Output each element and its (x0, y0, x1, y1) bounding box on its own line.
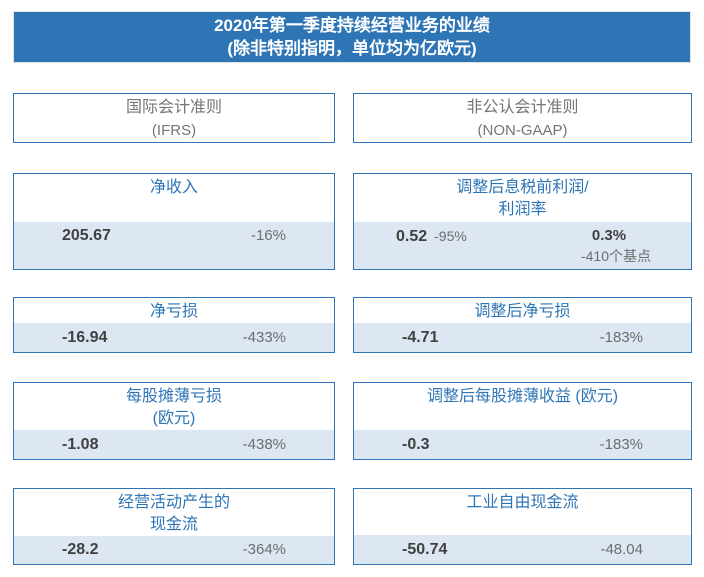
column-header-nongaap: 非公认会计准则 (NON-GAAP) (353, 93, 692, 143)
metric-title: 调整后每股摊薄收益 (欧元) (426, 388, 619, 405)
nongaap-header-title: 非公认会计准则 (466, 99, 579, 116)
metric-margin: 0.3% (591, 227, 627, 244)
metric-row-1: 净收入 205.67 -16% 调整后息税前利润/ 利润率 0.52 -95% … (13, 173, 692, 270)
metric-title: 调整后净亏损 (474, 303, 571, 320)
metric-value: -4.71 (402, 328, 439, 346)
value-band: -16.94 -433% (14, 323, 334, 352)
slide-title-bar: 2020年第一季度持续经营业务的业绩 (除非特别指明，单位均为亿欧元) (14, 12, 690, 62)
ifrs-header-subtitle: (IFRS) (151, 122, 197, 139)
value-band: 0.52 -95% 0.3% -410个基点 (354, 222, 691, 269)
slide-title-line2: (除非特别指明，单位均为亿欧元) (227, 39, 477, 58)
nongaap-header-subtitle: (NON-GAAP) (477, 122, 568, 139)
value-band: 205.67 -16% (14, 222, 334, 269)
metric-value: -0.3 (402, 435, 430, 453)
value-band: -28.2 -364% (14, 536, 334, 564)
ifrs-header-title: 国际会计准则 (125, 99, 222, 116)
metric-title: 工业自由现金流 (466, 494, 579, 511)
card-net-loss: 净亏损 -16.94 -433% (13, 297, 335, 353)
metric-change: -95% (434, 228, 467, 244)
value-band: -50.74 -48.04 (354, 535, 691, 564)
card-industrial-free-cash-flow: 工业自由现金流 -50.74 -48.04 (353, 488, 692, 565)
card-adjusted-net-loss: 调整后净亏损 -4.71 -183% (353, 297, 692, 353)
metric-title: 调整后息税前利润/ (456, 179, 589, 196)
metric-margin-change: -410个基点 (580, 248, 651, 264)
metric-title-line2: 利润率 (498, 201, 547, 218)
metric-change: -48.04 (600, 540, 643, 558)
metric-value: -28.2 (62, 541, 99, 558)
metric-title-line2: (欧元) (152, 410, 196, 427)
metric-title-line2: 现金流 (149, 516, 198, 533)
metric-title: 每股摊薄亏损 (125, 388, 222, 405)
slide-title-line1: 2020年第一季度持续经营业务的业绩 (214, 16, 490, 35)
metric-change: -433% (242, 328, 286, 346)
column-header-row: 国际会计准则 (IFRS) 非公认会计准则 (NON-GAAP) (13, 93, 692, 143)
metric-value: -16.94 (62, 328, 108, 346)
metric-title: 经营活动产生的 (117, 494, 230, 511)
metric-title: 净亏损 (149, 303, 198, 320)
card-diluted-loss-per-share: 每股摊薄亏损 (欧元) -1.08 -438% (13, 382, 335, 460)
value-band: -4.71 -183% (354, 323, 691, 352)
metric-change: -438% (242, 435, 286, 453)
metric-row-4: 经营活动产生的 现金流 -28.2 -364% 工业自由现金流 -50.74 -… (13, 488, 692, 565)
column-header-ifrs: 国际会计准则 (IFRS) (13, 93, 335, 143)
card-operating-cash-flow: 经营活动产生的 现金流 -28.2 -364% (13, 488, 335, 565)
metric-title: 净收入 (149, 179, 198, 196)
metric-row-3: 每股摊薄亏损 (欧元) -1.08 -438% 调整后每股摊薄收益 (欧元) -… (13, 382, 692, 460)
metric-change: -364% (242, 541, 286, 558)
metric-change: -183% (599, 435, 643, 453)
metric-value: 205.67 (62, 227, 111, 244)
metric-value: 0.52 (396, 228, 428, 245)
value-band: -0.3 -183% (354, 430, 691, 459)
value-band: -1.08 -438% (14, 430, 334, 459)
metric-value: -50.74 (402, 540, 448, 558)
card-adjusted-diluted-eps: 调整后每股摊薄收益 (欧元) -0.3 -183% (353, 382, 692, 460)
card-net-revenue: 净收入 205.67 -16% (13, 173, 335, 270)
card-adjusted-ebit: 调整后息税前利润/ 利润率 0.52 -95% 0.3% -410个基点 (353, 173, 692, 270)
metric-value: -1.08 (62, 435, 99, 453)
metric-change: -16% (250, 227, 286, 244)
metric-row-2: 净亏损 -16.94 -433% 调整后净亏损 -4.71 -183% (13, 297, 692, 353)
metric-change: -183% (599, 328, 643, 346)
